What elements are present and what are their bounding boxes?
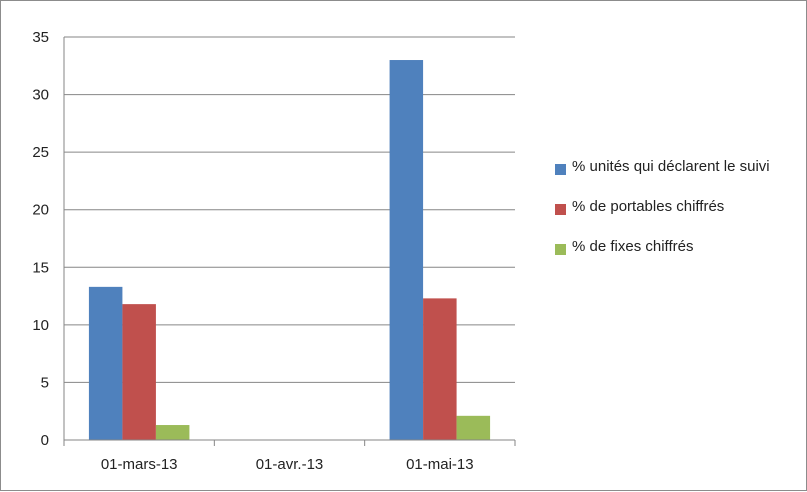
- y-tick-label-35: 35: [32, 29, 49, 46]
- x-tick-label-2: 01-mai-13: [406, 456, 474, 473]
- bar-series0-cat2: [389, 60, 424, 441]
- y-tick-label-0: 0: [41, 432, 49, 449]
- legend-item-units: % unités qui déclarent le suivi: [555, 158, 795, 179]
- y-tick-label-10: 10: [32, 317, 49, 334]
- legend-swatch-desktops: [555, 244, 566, 255]
- y-tick-label-5: 5: [41, 374, 49, 391]
- legend-label-desktops: % de fixes chiffrés: [572, 238, 694, 255]
- y-tick-labels: 0 5 10 15 20 25 30 35: [32, 29, 49, 449]
- x-tick-label-1: 01-avr.-13: [256, 456, 324, 473]
- x-tick-labels: 01-mars-13 01-avr.-13 01-mai-13: [101, 456, 474, 473]
- bar-series1-cat0: [122, 304, 156, 440]
- bar-series0-cat0: [88, 286, 123, 440]
- legend-swatch-laptops: [555, 204, 566, 215]
- bar-series2-cat2: [456, 415, 491, 440]
- y-tick-label-30: 30: [32, 87, 49, 104]
- y-tick-label-25: 25: [32, 144, 49, 161]
- legend-label-laptops: % de portables chiffrés: [572, 198, 725, 215]
- legend: % unités qui déclarent le suivi % de por…: [555, 158, 795, 279]
- bar-series2-cat0: [155, 425, 190, 440]
- bars: [88, 60, 491, 441]
- legend-item-laptops: % de portables chiffrés: [555, 198, 795, 219]
- x-tick-label-0: 01-mars-13: [101, 456, 178, 473]
- legend-item-desktops: % de fixes chiffrés: [555, 238, 795, 259]
- legend-swatch-units: [555, 164, 566, 175]
- legend-label-units: % unités qui déclarent le suivi: [572, 158, 770, 175]
- bar-series1-cat2: [423, 298, 457, 440]
- y-tick-label-15: 15: [32, 259, 49, 276]
- y-tick-label-20: 20: [32, 202, 49, 219]
- axes: [63, 37, 516, 446]
